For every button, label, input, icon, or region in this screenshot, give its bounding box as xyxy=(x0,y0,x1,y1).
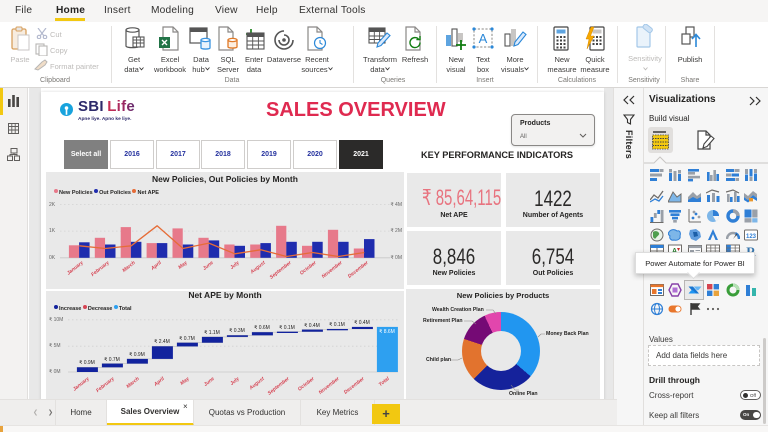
svg-text:123: 123 xyxy=(746,234,757,240)
svg-text:A: A xyxy=(672,248,677,255)
svg-text:A: A xyxy=(479,31,488,46)
svg-text:R: R xyxy=(746,244,756,258)
